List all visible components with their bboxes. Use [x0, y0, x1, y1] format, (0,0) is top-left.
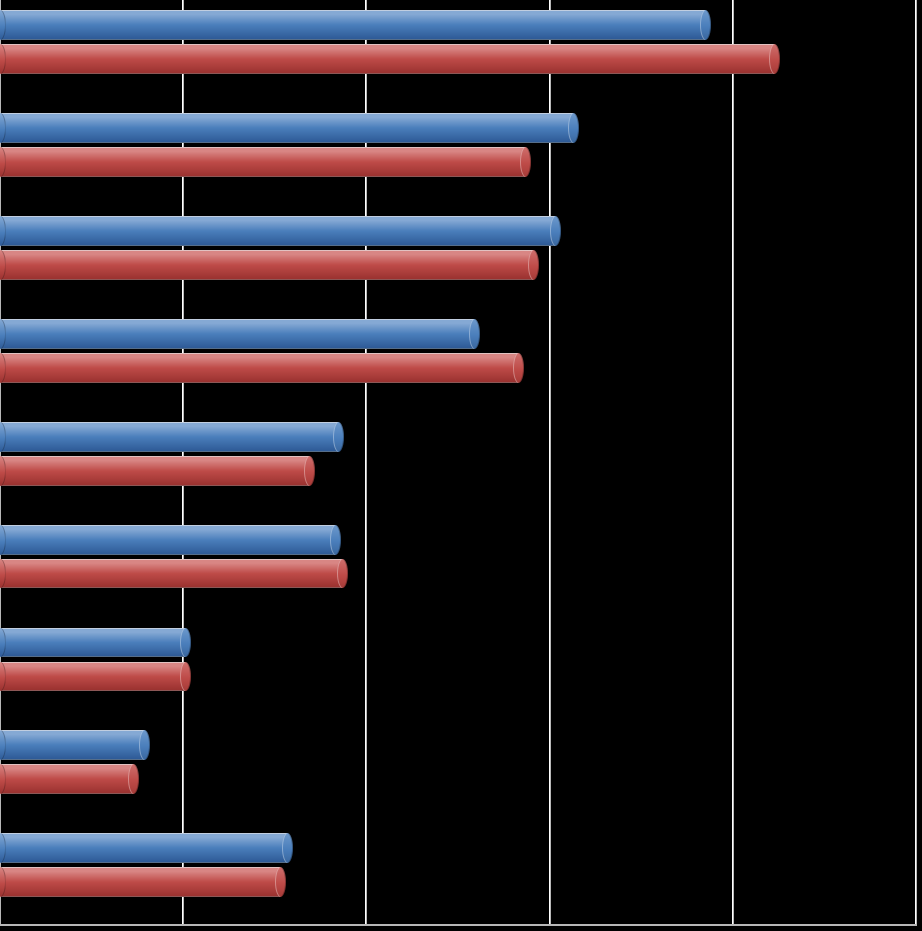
bar-cap-end	[528, 250, 539, 280]
bar-cap-end	[550, 216, 561, 246]
bar	[0, 559, 348, 589]
bar-cap-end	[769, 44, 780, 74]
bar-cap-end	[513, 353, 524, 383]
bar-cap-end	[568, 113, 579, 143]
bar-body	[0, 559, 343, 589]
bar-cap-end	[333, 422, 344, 452]
bar	[0, 662, 191, 692]
bar-cap-end	[520, 147, 531, 177]
bar-body	[0, 44, 775, 74]
bar-body	[0, 730, 145, 760]
bar	[0, 833, 293, 863]
bar	[0, 319, 480, 349]
bar-cap-end	[337, 559, 348, 589]
bar	[0, 628, 191, 658]
bar	[0, 730, 150, 760]
plot-area	[0, 0, 916, 926]
bar	[0, 422, 344, 452]
bar-body	[0, 10, 705, 40]
bar-body	[0, 216, 555, 246]
bar	[0, 113, 579, 143]
bar	[0, 867, 286, 897]
bar-cap-end	[469, 319, 480, 349]
bar-body	[0, 113, 573, 143]
bar-cap-end	[180, 628, 191, 658]
bar-cap-end	[128, 764, 139, 794]
bar-cap-end	[275, 867, 286, 897]
bar	[0, 216, 561, 246]
x-axis-line	[0, 924, 916, 926]
bar-body	[0, 764, 134, 794]
bar-cap-end	[700, 10, 711, 40]
bar	[0, 250, 539, 280]
bar-body	[0, 867, 280, 897]
bar	[0, 764, 139, 794]
bar	[0, 44, 780, 74]
bar-body	[0, 353, 518, 383]
bar	[0, 525, 341, 555]
bar-cap-end	[304, 456, 315, 486]
gridline	[732, 0, 734, 926]
bar	[0, 147, 531, 177]
gridline	[915, 0, 917, 926]
bar-body	[0, 319, 474, 349]
bar	[0, 456, 315, 486]
bar-body	[0, 628, 185, 658]
bar-cap-end	[330, 525, 341, 555]
chart	[0, 0, 922, 931]
bar	[0, 10, 711, 40]
bar-body	[0, 456, 310, 486]
bar-cap-end	[180, 662, 191, 692]
bar-body	[0, 147, 526, 177]
bar-body	[0, 662, 185, 692]
bar-cap-end	[282, 833, 293, 863]
bar-body	[0, 250, 533, 280]
bar-body	[0, 525, 335, 555]
bar-body	[0, 422, 339, 452]
bar-cap-end	[139, 730, 150, 760]
bar-body	[0, 833, 288, 863]
bar	[0, 353, 524, 383]
